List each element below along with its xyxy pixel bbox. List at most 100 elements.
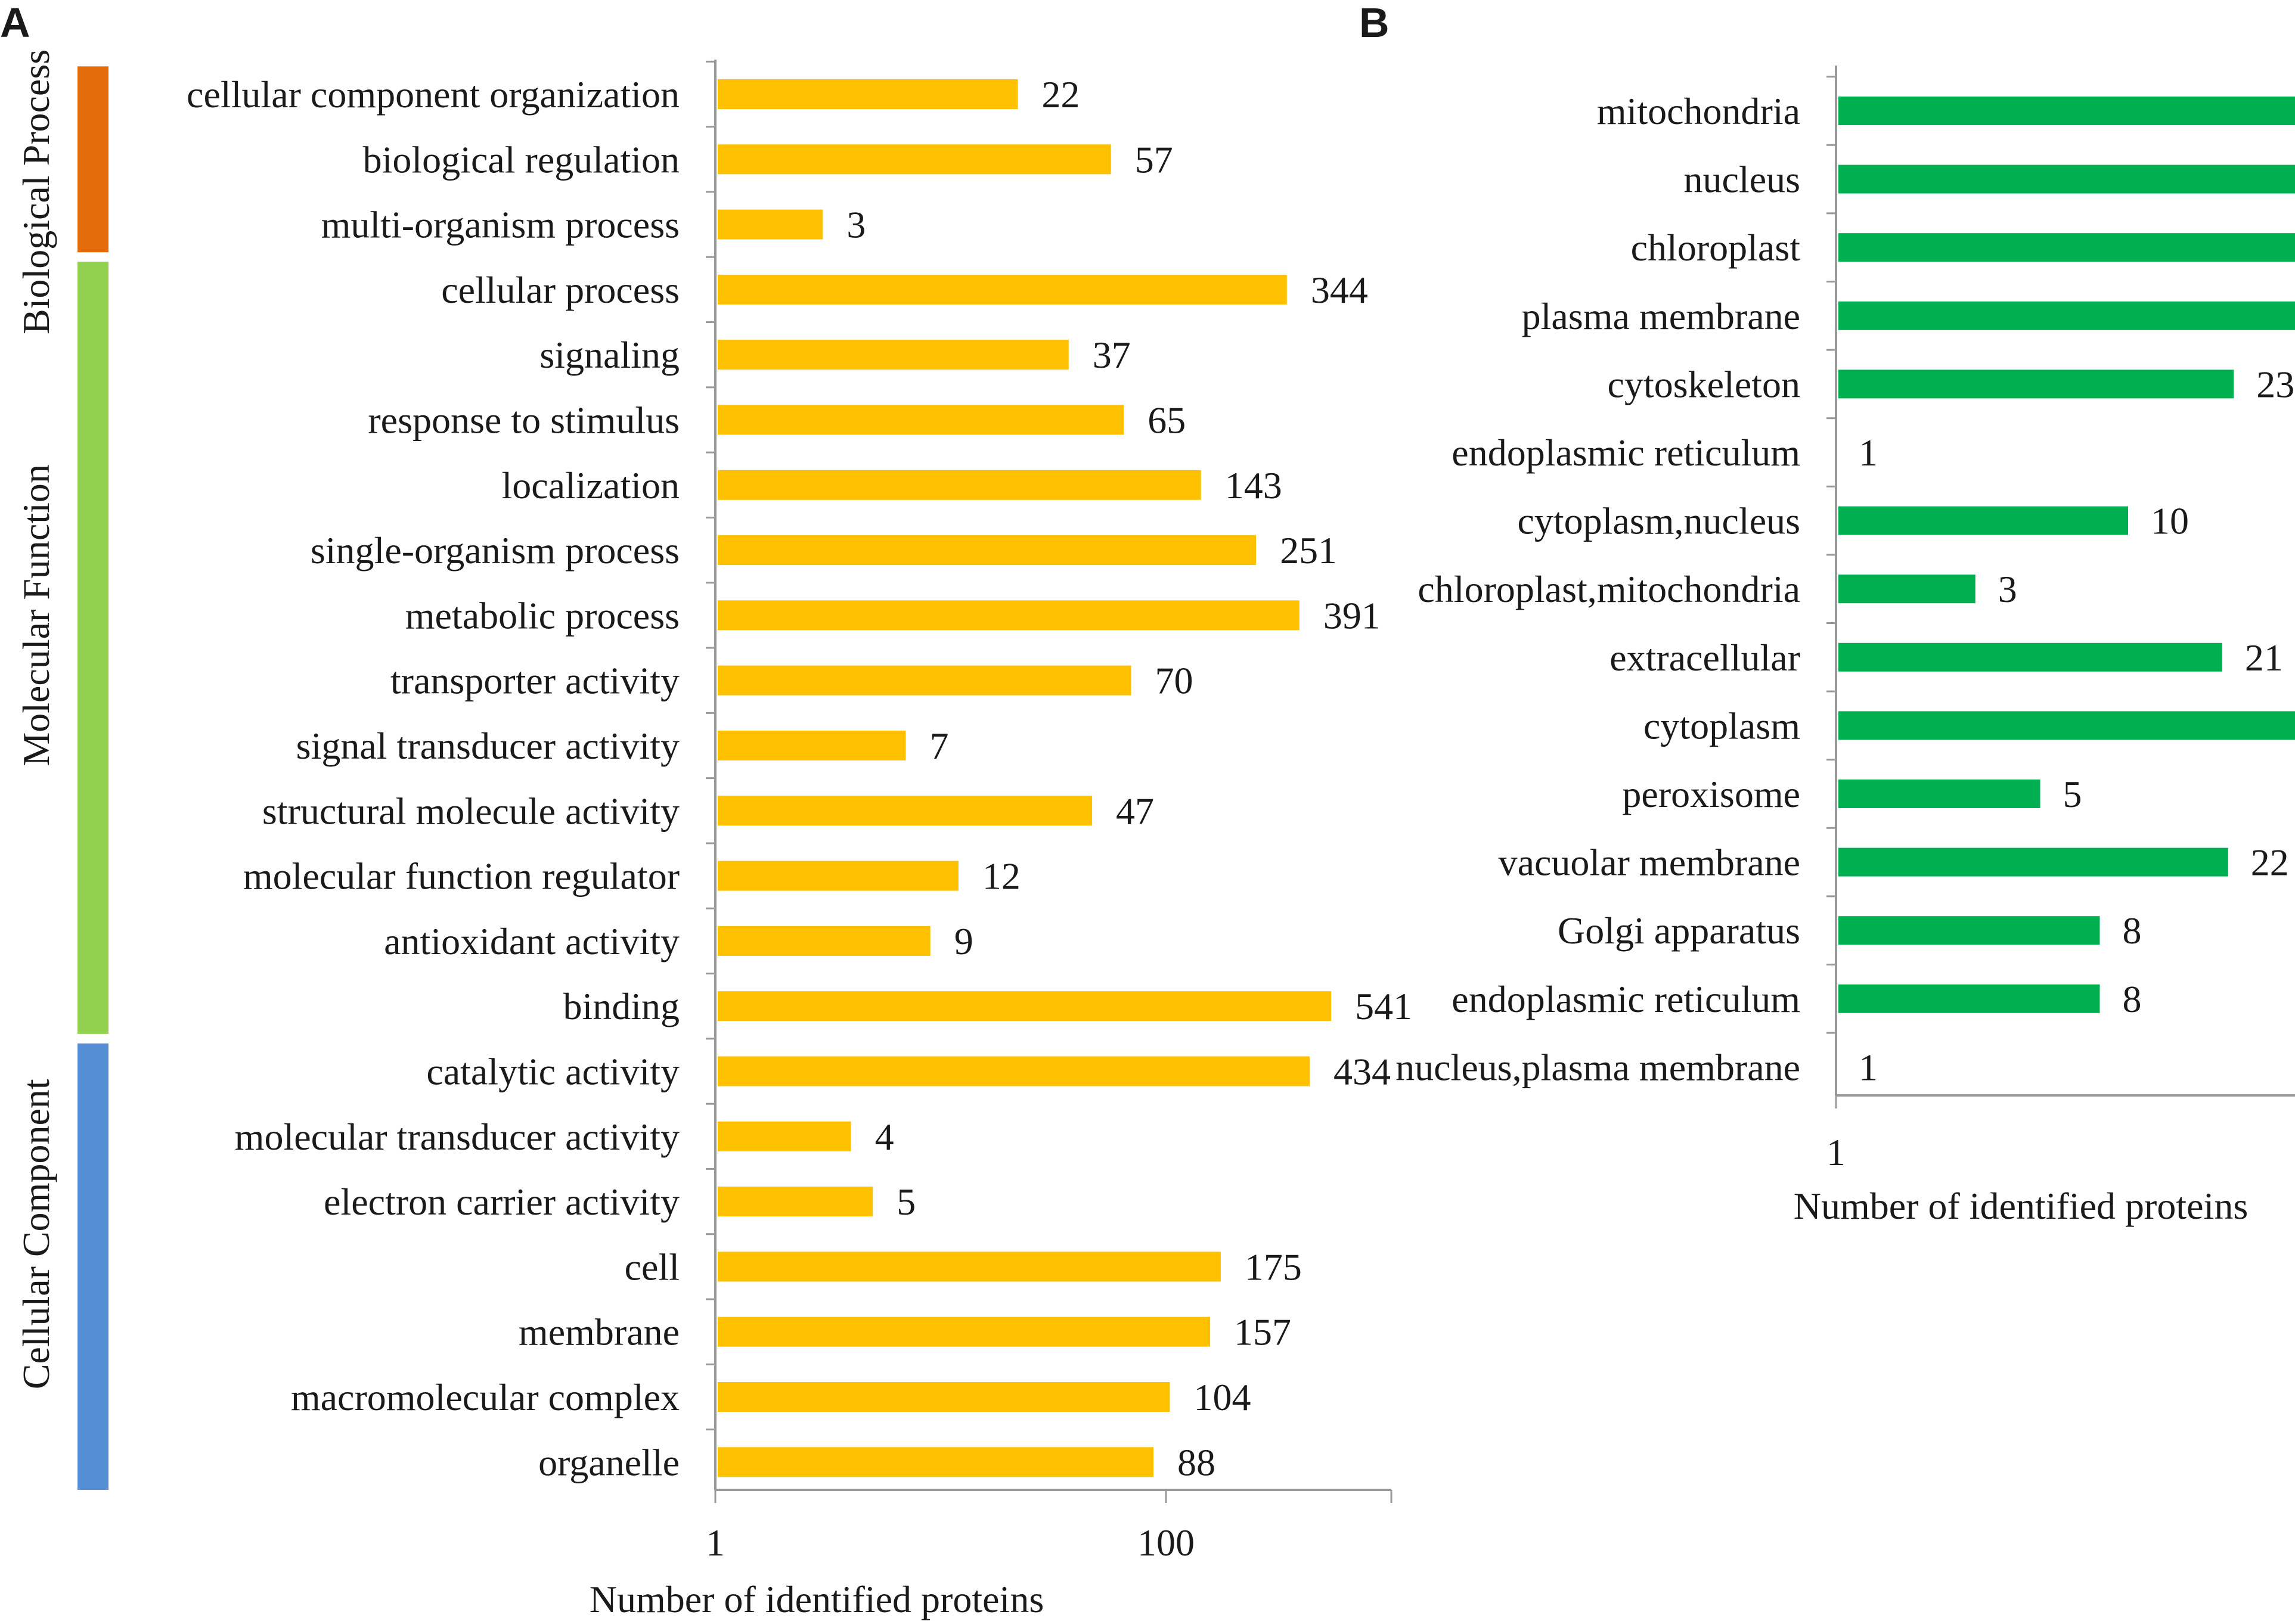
data-label: 391 — [1323, 594, 1381, 636]
category-label: nucleus,plasma membrane — [1395, 1046, 1800, 1088]
bar — [1838, 916, 2100, 945]
category-label: molecular function regulator — [243, 855, 680, 898]
data-label: 104 — [1193, 1376, 1251, 1418]
data-label: 344 — [1311, 269, 1368, 311]
data-label: 9 — [954, 920, 973, 962]
category-label: electron carrier activity — [324, 1181, 680, 1223]
bar — [718, 1056, 1310, 1086]
x-tick-label: 100 — [1137, 1521, 1195, 1564]
panel-a: A 1 100 Number of identified proteins cellul… — [0, 0, 1412, 1620]
bar — [718, 926, 931, 956]
data-label: 8 — [2123, 909, 2142, 952]
category-label: molecular transducer activity — [235, 1116, 680, 1158]
category-label: cytoplasm,nucleus — [1517, 500, 1800, 542]
data-label: 57 — [1135, 138, 1173, 181]
group-label: Molecular Function — [15, 464, 57, 766]
bar — [1838, 506, 2128, 535]
data-label: 8 — [2123, 978, 2142, 1020]
group-label: Cellular Component — [15, 1079, 57, 1389]
group-bar — [77, 66, 108, 253]
bar — [718, 1316, 1211, 1347]
data-label: 23 — [2256, 363, 2294, 405]
category-label: extracellular — [1609, 636, 1800, 679]
category-label: response to stimulus — [368, 399, 680, 442]
data-label: 434 — [1333, 1051, 1391, 1093]
bar — [718, 340, 1069, 370]
data-label: 3 — [846, 204, 866, 246]
data-label: 175 — [1245, 1246, 1302, 1288]
data-label: 47 — [1116, 790, 1154, 832]
category-label: antioxidant activity — [384, 920, 680, 962]
data-label: 88 — [1177, 1441, 1215, 1483]
category-label: localization — [501, 464, 680, 507]
panel-letter: B — [1359, 0, 1390, 46]
data-label: 5 — [897, 1181, 916, 1223]
category-label: structural molecule activity — [262, 790, 680, 832]
bar — [718, 731, 906, 760]
category-label: mitochondria — [1597, 90, 1800, 132]
category-label: endoplasmic reticulum — [1452, 978, 1800, 1020]
category-label: binding — [563, 985, 680, 1027]
bar — [718, 665, 1131, 695]
bar — [718, 470, 1201, 500]
category-label: membrane — [519, 1311, 680, 1353]
bar — [1838, 847, 2228, 877]
bar — [1838, 97, 2295, 125]
category-label: cellular process — [441, 269, 680, 311]
category-label: nucleus — [1684, 159, 1801, 201]
data-label: 12 — [982, 855, 1021, 898]
bar — [718, 535, 1257, 566]
bar — [718, 79, 1018, 109]
bar — [1838, 780, 2040, 808]
bar — [1838, 711, 2295, 740]
data-label: 541 — [1355, 985, 1412, 1027]
bar — [718, 861, 959, 891]
category-label: plasma membrane — [1522, 295, 1800, 337]
bar — [718, 1252, 1221, 1282]
category-label: macromolecular complex — [291, 1376, 680, 1418]
bar — [1838, 369, 2234, 399]
data-label: 1 — [1859, 1046, 1878, 1088]
category-label: multi-organism process — [321, 204, 680, 246]
bar — [1838, 164, 2295, 194]
category-label: peroxisome — [1622, 773, 1800, 815]
bar — [718, 991, 1332, 1021]
category-label: vacuolar membrane — [1499, 842, 1800, 884]
category-label: catalytic activity — [426, 1051, 680, 1093]
bar — [1838, 301, 2295, 330]
category-label: organelle — [538, 1441, 680, 1483]
category-label: single-organism process — [311, 529, 680, 572]
bar — [1838, 642, 2222, 672]
category-label: cell — [625, 1246, 680, 1288]
bar — [718, 274, 1287, 305]
bar — [1838, 233, 2295, 262]
data-label: 70 — [1155, 660, 1193, 702]
bar — [718, 796, 1093, 826]
bar — [718, 405, 1124, 435]
data-label: 1 — [1859, 431, 1878, 474]
data-label: 21 — [2245, 636, 2283, 679]
category-label: endoplasmic reticulum — [1452, 431, 1800, 474]
category-label: signaling — [539, 334, 680, 376]
x-tick-label: 1 — [706, 1521, 725, 1564]
group-label: Biological Process — [15, 49, 57, 334]
category-label: signal transducer activity — [296, 725, 680, 767]
panel-letter: A — [0, 0, 30, 46]
data-label: 37 — [1093, 334, 1131, 376]
data-label: 3 — [1998, 568, 2017, 610]
bar — [718, 600, 1300, 631]
panel-b: B1100Number of identified proteinsmitoch… — [1359, 0, 2295, 1227]
data-label: 10 — [2151, 500, 2189, 542]
data-label: 22 — [2251, 842, 2289, 884]
bar — [718, 144, 1111, 175]
bar — [718, 1447, 1154, 1477]
category-label: transporter activity — [390, 660, 680, 702]
group-bar — [77, 262, 108, 1034]
bar — [1838, 575, 1975, 604]
x-tick-label: 1 — [1826, 1131, 1846, 1173]
category-label: chloroplast — [1631, 226, 1801, 269]
x-axis-label: Number of identified proteins — [1794, 1185, 2248, 1227]
category-label: Golgi apparatus — [1558, 909, 1800, 952]
data-label: 5 — [2063, 773, 2082, 815]
